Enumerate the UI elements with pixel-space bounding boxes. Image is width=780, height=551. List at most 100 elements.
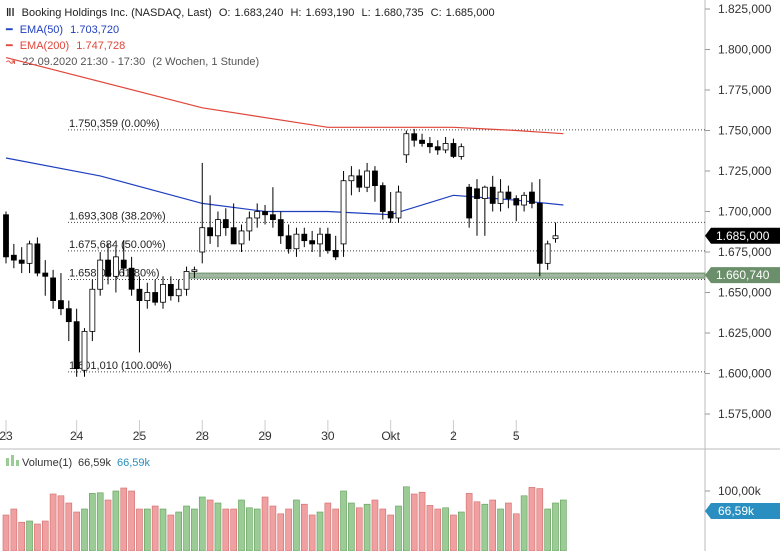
candle-body[interactable] xyxy=(34,243,41,274)
candle-body[interactable] xyxy=(285,235,292,250)
volume-bar xyxy=(544,508,551,551)
candle-body[interactable] xyxy=(387,211,394,219)
candle-body[interactable] xyxy=(529,191,535,204)
candle-body[interactable] xyxy=(544,243,551,264)
candle-body[interactable] xyxy=(497,191,504,204)
candle-body[interactable] xyxy=(317,233,323,245)
volume-bar xyxy=(497,508,504,551)
candle-body[interactable] xyxy=(175,288,182,297)
y-tick-label: 1.575,000 xyxy=(718,407,772,421)
candle-body[interactable] xyxy=(128,267,135,290)
candle-body[interactable] xyxy=(42,272,49,277)
candle-body[interactable] xyxy=(403,133,410,156)
candle-body[interactable] xyxy=(348,175,355,182)
candle-body[interactable] xyxy=(372,170,378,186)
candle-body[interactable] xyxy=(26,243,33,264)
candle-body[interactable] xyxy=(73,321,80,370)
candle-body[interactable] xyxy=(222,219,229,229)
candle-body[interactable] xyxy=(379,185,386,212)
candle-body[interactable] xyxy=(450,143,457,157)
candle-body[interactable] xyxy=(340,180,347,245)
candle-body[interactable] xyxy=(513,198,520,206)
volume-bar xyxy=(442,507,449,551)
candle-body[interactable] xyxy=(269,214,276,221)
ema50-legend[interactable]: ━ EMA(50) 1.703,720 xyxy=(6,23,123,36)
candle-body[interactable] xyxy=(505,191,512,199)
candle-body[interactable] xyxy=(10,254,17,261)
candle-body[interactable] xyxy=(230,227,237,245)
candle-body[interactable] xyxy=(466,186,473,219)
candle-body[interactable] xyxy=(160,283,166,303)
period-legend: ↝ 22.09.2020 21:30 - 17:30 (2 Wochen, 1 … xyxy=(6,55,263,68)
candle-body[interactable] xyxy=(262,211,268,216)
candle-body[interactable] xyxy=(199,227,206,253)
volume-bar xyxy=(96,492,104,551)
candle-body[interactable] xyxy=(301,233,308,242)
candle-body[interactable] xyxy=(58,300,64,310)
candle-body[interactable] xyxy=(364,170,371,188)
candle-body[interactable] xyxy=(309,240,316,245)
candle-body[interactable] xyxy=(246,217,253,232)
candle-body[interactable] xyxy=(474,188,480,199)
candle-body[interactable] xyxy=(489,186,496,204)
candle-body[interactable] xyxy=(254,211,261,219)
volume-bar xyxy=(348,502,355,551)
volume-bar xyxy=(316,511,324,551)
candle-body[interactable] xyxy=(81,330,88,371)
candle-body[interactable] xyxy=(97,259,104,290)
candle-body[interactable] xyxy=(324,233,331,251)
x-tick-label: 2 xyxy=(450,429,457,443)
candle-body[interactable] xyxy=(277,219,284,237)
candle-body[interactable] xyxy=(442,143,449,151)
candle-body[interactable] xyxy=(332,249,339,258)
x-tick-label: 25 xyxy=(133,429,147,443)
volume-bar xyxy=(308,514,316,551)
candle-body[interactable] xyxy=(536,202,543,264)
volume-bar xyxy=(536,488,544,551)
fib-level-label: 1.750,359 (0.00%) xyxy=(69,118,160,130)
support-badge-label: 1.660,740 xyxy=(716,268,770,282)
candle-body[interactable] xyxy=(356,175,363,188)
candle-body[interactable] xyxy=(167,283,174,297)
candle-body[interactable] xyxy=(552,235,559,240)
candle-body[interactable] xyxy=(183,271,190,290)
ema200-legend[interactable]: ━ EMA(200) 1.747,728 xyxy=(6,39,129,52)
candle-body[interactable] xyxy=(113,256,119,277)
volume-bar xyxy=(363,503,371,551)
candle-body[interactable] xyxy=(238,230,245,245)
candle-body[interactable] xyxy=(426,143,433,148)
volume-bar xyxy=(183,505,190,551)
volume-legend-value: 66,59k xyxy=(78,457,112,469)
candle-body[interactable] xyxy=(65,308,72,323)
candle-body[interactable] xyxy=(105,259,111,277)
volume-bar xyxy=(300,503,308,551)
candle-body[interactable] xyxy=(411,133,418,141)
volume-bar xyxy=(332,508,340,551)
volume-bar xyxy=(387,514,394,551)
candle-body[interactable] xyxy=(50,277,56,302)
candle-body[interactable] xyxy=(434,146,441,151)
ema200-label: EMA(200) xyxy=(19,40,70,52)
candle-body[interactable] xyxy=(215,219,221,237)
volume-bar xyxy=(2,514,10,551)
support-zone[interactable] xyxy=(184,272,706,279)
volume-bar xyxy=(489,499,497,551)
candle-body[interactable] xyxy=(293,233,300,250)
candle-body[interactable] xyxy=(136,288,143,302)
candle-body[interactable] xyxy=(120,259,127,269)
candle-body[interactable] xyxy=(144,292,151,302)
volume-bar xyxy=(552,502,559,551)
candle-body[interactable] xyxy=(481,186,488,199)
candle-body[interactable] xyxy=(89,288,96,332)
candle-body[interactable] xyxy=(18,259,25,264)
candle-body[interactable] xyxy=(3,214,9,258)
candle-body[interactable] xyxy=(458,146,465,157)
candle-body[interactable] xyxy=(207,227,214,237)
candle-body[interactable] xyxy=(152,292,159,303)
candle-body[interactable] xyxy=(419,139,425,144)
candle-body[interactable] xyxy=(521,194,527,206)
candle-body[interactable] xyxy=(191,269,198,272)
candle-body[interactable] xyxy=(395,191,402,219)
volume-bars-icon xyxy=(6,458,9,466)
